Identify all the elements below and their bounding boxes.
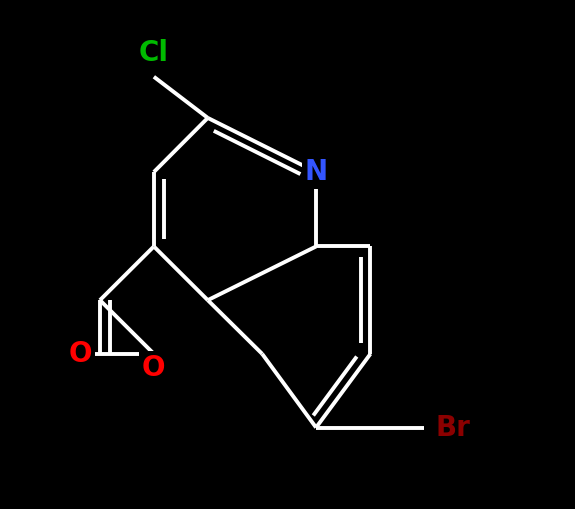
Text: Cl: Cl [139,39,169,67]
Text: O: O [69,340,93,368]
Text: O: O [142,354,166,382]
Text: N: N [305,158,328,186]
Text: Br: Br [435,413,470,441]
